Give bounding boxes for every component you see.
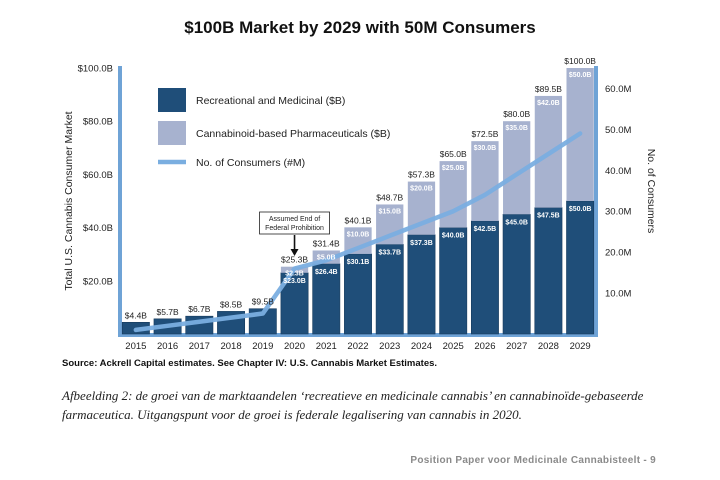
chart-source: Source: Ackrell Capital estimates. See C… xyxy=(62,358,438,369)
bar-recreational xyxy=(470,220,499,335)
annotation-arrow-head xyxy=(290,249,299,256)
y-left-tick-label: $100.0B xyxy=(78,64,113,75)
data-label-pharmaceuticals: $20.0B xyxy=(410,186,433,193)
data-label-total: $40.1B xyxy=(345,215,372,225)
bar-recreational xyxy=(502,214,531,335)
x-tick-label: 2027 xyxy=(506,341,527,352)
x-tick-label: 2023 xyxy=(379,341,400,352)
y-right-tick-label: 20.0M xyxy=(605,248,631,259)
bottom-axis-frame xyxy=(118,333,598,337)
data-label-total: $100.0B xyxy=(564,56,596,66)
data-label-recreational: $37.3B xyxy=(410,240,433,247)
data-label-pharmaceuticals: $10.0B xyxy=(347,231,370,238)
data-label-pharmaceuticals: $15.0B xyxy=(378,208,401,215)
data-label-total: $72.5B xyxy=(471,129,498,139)
annotation-box xyxy=(259,211,330,235)
left-axis-frame xyxy=(118,66,122,336)
data-label-recreational: $47.5B xyxy=(537,213,560,220)
data-label-recreational: $30.1B xyxy=(347,259,370,266)
annotation-text: Federal Prohibition xyxy=(265,225,324,232)
data-label-pharmaceuticals: $42.0B xyxy=(537,100,560,107)
legend-swatch-recreational xyxy=(158,88,186,112)
legend-label-pharmaceuticals: Cannabinoid-based Pharmaceuticals ($B) xyxy=(196,128,390,140)
data-label-total: $80.0B xyxy=(503,109,530,119)
bar-recreational xyxy=(566,200,595,335)
market-chart: $20.0B $40.0B $60.0B $80.0B $100.0B 10.0M 20.0… xyxy=(63,56,657,352)
x-tick-label: 2026 xyxy=(474,341,495,352)
data-label-pharmaceuticals: $35.0B xyxy=(505,125,528,132)
data-label-recreational: $23.0B xyxy=(283,278,306,285)
y-right-tick-label: 30.0M xyxy=(605,207,631,218)
y-left-tick-label: $80.0B xyxy=(83,117,113,128)
data-label-total: $6.7B xyxy=(188,304,211,314)
x-tick-label: 2020 xyxy=(284,341,305,352)
y-right-tick-label: 50.0M xyxy=(605,125,631,136)
data-label-total: $57.3B xyxy=(408,170,435,180)
y-left-tick-label: $40.0B xyxy=(83,223,113,234)
figure-caption: Afbeelding 2: de groei van de marktaande… xyxy=(62,388,644,422)
data-label-total: $48.7B xyxy=(376,192,403,202)
x-tick-label: 2019 xyxy=(252,341,273,352)
data-label-recreational: $40.0B xyxy=(442,233,465,240)
y-right-tick-label: 60.0M xyxy=(605,84,631,95)
consumers-line xyxy=(133,131,583,333)
y-left-tick-label: $60.0B xyxy=(83,170,113,181)
x-tick-label: 2017 xyxy=(189,341,210,352)
data-label-recreational: $26.4B xyxy=(315,269,338,276)
data-label-total: $25.3B xyxy=(281,255,308,265)
legend-swatch-pharmaceuticals xyxy=(158,121,186,145)
data-label-total: $9.5B xyxy=(252,297,275,307)
bar-recreational xyxy=(375,244,404,335)
y-right-tick-label: 40.0M xyxy=(605,166,631,177)
data-label-total: $31.4B xyxy=(313,238,340,248)
bar-recreational xyxy=(439,227,468,335)
bar-recreational xyxy=(344,253,372,335)
data-label-total: $5.7B xyxy=(156,307,179,317)
data-label-pharmaceuticals: $30.0B xyxy=(474,145,497,152)
data-label-recreational: $42.5B xyxy=(474,226,497,233)
x-tick-label: 2018 xyxy=(220,341,241,352)
y-right-axis-title: No. of Consumers xyxy=(645,149,657,234)
x-tick-label: 2022 xyxy=(347,341,368,352)
bar-recreational xyxy=(407,234,436,335)
x-tick-label: 2024 xyxy=(411,341,432,352)
data-label-total: $8.5B xyxy=(220,299,243,309)
y-left-axis-title: Total U.S. Cannabis Consumer Market xyxy=(63,111,75,290)
x-tick-label: 2029 xyxy=(570,341,591,352)
data-label-total: $4.4B xyxy=(125,310,148,320)
data-label-pharmaceuticals: $5.0B xyxy=(317,254,336,261)
right-axis-frame xyxy=(594,66,598,336)
bar-recreational xyxy=(312,263,341,335)
x-tick-label: 2015 xyxy=(125,341,146,352)
annotation-text: Assumed End of xyxy=(269,216,320,223)
x-tick-label: 2016 xyxy=(157,341,178,352)
y-right-tick-label: 10.0M xyxy=(605,289,631,300)
data-label-recreational: $33.7B xyxy=(378,249,401,256)
x-tick-label: 2028 xyxy=(538,341,559,352)
bar-pharmaceuticals xyxy=(471,141,499,221)
bar-recreational xyxy=(534,207,563,335)
data-label-total: $89.5B xyxy=(535,84,562,94)
data-label-recreational: $50.0B xyxy=(569,206,592,213)
chart-title: $100B Market by 2029 with 50M Consumers xyxy=(184,18,536,37)
y-left-tick-label: $20.0B xyxy=(83,276,113,287)
x-tick-label: 2021 xyxy=(316,341,337,352)
legend-label-consumers: No. of Consumers (#M) xyxy=(196,157,305,169)
legend-label-recreational: Recreational and Medicinal ($B) xyxy=(196,95,345,107)
data-label-pharmaceuticals: $50.0B xyxy=(569,72,592,79)
data-label-pharmaceuticals: $2.3B xyxy=(285,271,304,278)
x-tick-label: 2025 xyxy=(443,341,464,352)
page-footer: Position Paper voor Medicinale Cannabist… xyxy=(410,455,656,466)
data-label-recreational: $45.0B xyxy=(505,219,528,226)
data-label-pharmaceuticals: $25.0B xyxy=(442,165,465,172)
bar-recreational xyxy=(280,272,309,335)
data-label-total: $65.0B xyxy=(440,149,467,159)
